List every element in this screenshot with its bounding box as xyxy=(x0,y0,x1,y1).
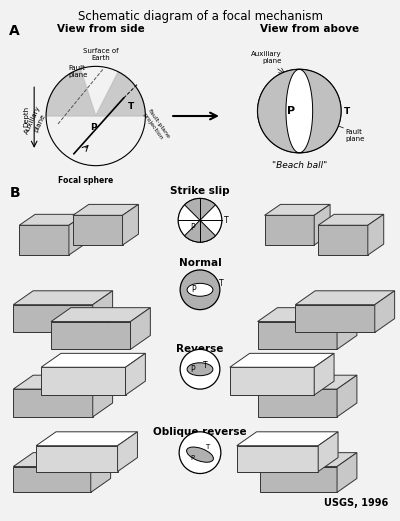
Text: T: T xyxy=(128,102,135,110)
Wedge shape xyxy=(184,220,216,242)
Polygon shape xyxy=(36,432,138,445)
Polygon shape xyxy=(237,445,318,472)
Polygon shape xyxy=(96,72,145,116)
Text: T: T xyxy=(205,444,209,450)
Polygon shape xyxy=(258,69,299,153)
Polygon shape xyxy=(19,214,85,225)
Text: View from above: View from above xyxy=(260,23,359,34)
Polygon shape xyxy=(295,291,395,305)
Polygon shape xyxy=(13,375,113,389)
Ellipse shape xyxy=(187,363,213,376)
Ellipse shape xyxy=(187,283,213,296)
Polygon shape xyxy=(318,214,384,225)
Polygon shape xyxy=(260,453,357,467)
Polygon shape xyxy=(258,375,357,389)
Polygon shape xyxy=(126,353,145,395)
Text: T: T xyxy=(203,361,208,370)
Polygon shape xyxy=(258,389,337,417)
Polygon shape xyxy=(13,467,91,492)
Polygon shape xyxy=(375,291,395,332)
Polygon shape xyxy=(36,445,118,472)
Polygon shape xyxy=(91,453,111,492)
Text: "Beach ball": "Beach ball" xyxy=(272,160,327,170)
Polygon shape xyxy=(41,367,126,395)
Circle shape xyxy=(258,69,341,153)
Polygon shape xyxy=(130,308,150,350)
Polygon shape xyxy=(13,291,113,305)
Text: P: P xyxy=(192,286,196,294)
Polygon shape xyxy=(314,353,334,395)
Text: P: P xyxy=(90,123,97,132)
Polygon shape xyxy=(230,367,314,395)
Polygon shape xyxy=(13,453,111,467)
Polygon shape xyxy=(314,204,330,245)
Polygon shape xyxy=(258,308,357,321)
Polygon shape xyxy=(264,215,314,245)
Polygon shape xyxy=(337,453,357,492)
Text: Schematic diagram of a focal mechanism: Schematic diagram of a focal mechanism xyxy=(78,10,322,23)
Polygon shape xyxy=(295,305,375,332)
Polygon shape xyxy=(51,308,150,321)
Polygon shape xyxy=(69,214,85,255)
Ellipse shape xyxy=(187,447,213,462)
Text: A: A xyxy=(9,23,20,38)
Text: T: T xyxy=(219,279,224,288)
Polygon shape xyxy=(337,308,357,350)
Text: B: B xyxy=(9,185,20,200)
Polygon shape xyxy=(41,353,145,367)
Text: T: T xyxy=(224,216,228,225)
Text: P: P xyxy=(287,106,296,116)
Text: T: T xyxy=(344,107,350,116)
Polygon shape xyxy=(13,305,93,332)
Text: P: P xyxy=(190,455,194,461)
Text: View from side: View from side xyxy=(57,23,144,34)
Text: Surface of
Earth: Surface of Earth xyxy=(83,48,118,61)
Polygon shape xyxy=(51,321,130,350)
Text: P: P xyxy=(191,365,195,374)
Circle shape xyxy=(179,432,221,474)
Polygon shape xyxy=(118,432,138,472)
Text: Normal: Normal xyxy=(179,258,221,268)
Polygon shape xyxy=(237,432,338,445)
Polygon shape xyxy=(260,467,337,492)
Circle shape xyxy=(180,270,220,309)
Text: Depth: Depth xyxy=(23,105,29,127)
Text: Fault
plane: Fault plane xyxy=(345,129,364,142)
Polygon shape xyxy=(337,375,357,417)
Polygon shape xyxy=(46,69,96,116)
Polygon shape xyxy=(258,321,337,350)
Polygon shape xyxy=(93,375,113,417)
Text: Auxiliary
plane: Auxiliary plane xyxy=(24,104,48,138)
Text: USGS, 1996: USGS, 1996 xyxy=(324,498,389,508)
Text: P: P xyxy=(191,223,195,232)
Polygon shape xyxy=(368,214,384,255)
Circle shape xyxy=(180,350,220,389)
Polygon shape xyxy=(73,215,122,245)
Polygon shape xyxy=(13,389,93,417)
Text: Oblique reverse: Oblique reverse xyxy=(153,427,247,437)
Text: Fault
plane: Fault plane xyxy=(68,65,87,78)
Text: Focal sphere: Focal sphere xyxy=(58,176,114,184)
Text: Reverse: Reverse xyxy=(176,344,224,354)
Polygon shape xyxy=(318,432,338,472)
Polygon shape xyxy=(299,69,341,153)
Polygon shape xyxy=(93,291,113,332)
Text: Strike slip: Strike slip xyxy=(170,185,230,195)
Text: Fault-plane
projection: Fault-plane projection xyxy=(142,108,170,143)
Polygon shape xyxy=(318,225,368,255)
Polygon shape xyxy=(122,204,138,245)
Polygon shape xyxy=(73,204,138,215)
Wedge shape xyxy=(184,199,216,220)
Polygon shape xyxy=(230,353,334,367)
Text: Auxiliary
plane: Auxiliary plane xyxy=(251,52,282,65)
Circle shape xyxy=(178,199,222,242)
Polygon shape xyxy=(19,225,69,255)
Polygon shape xyxy=(264,204,330,215)
